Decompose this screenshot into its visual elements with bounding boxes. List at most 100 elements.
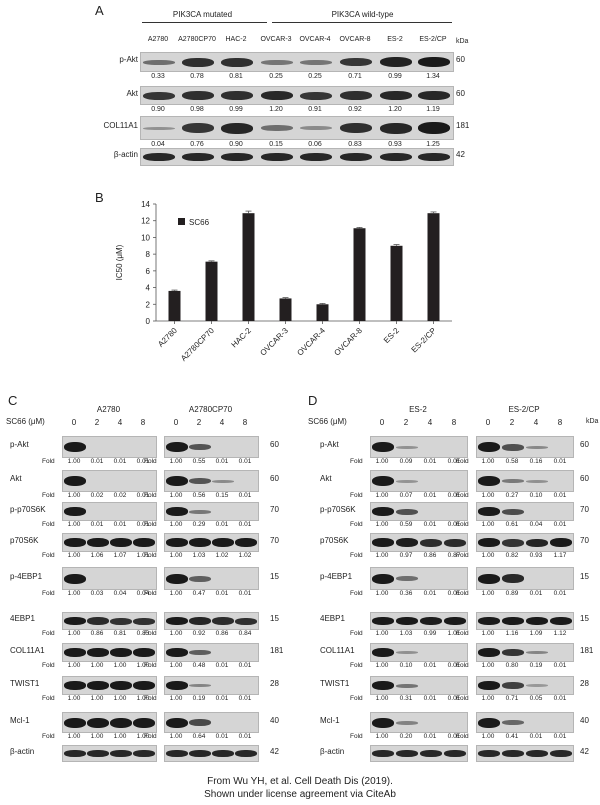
fold-label: Fold xyxy=(144,458,157,465)
blot-strip xyxy=(62,502,157,521)
protein-band xyxy=(478,573,500,584)
dose-value: 8 xyxy=(242,418,248,427)
fold-value: 0.01 xyxy=(553,733,567,740)
lane-label: ES-2/CP xyxy=(419,36,447,43)
protein-band xyxy=(261,125,293,131)
panel-c-label: C xyxy=(8,393,18,408)
row-label: COL11A1 xyxy=(10,645,45,655)
fold-label: Fold xyxy=(350,590,363,597)
fold-value: 0.61 xyxy=(505,521,519,528)
fold-value: 0.47 xyxy=(192,590,206,597)
fold-value: 1.25 xyxy=(426,141,440,148)
protein-band xyxy=(143,153,175,161)
protein-band xyxy=(396,508,418,515)
fold-value: 1.00 xyxy=(169,695,183,702)
fold-value: 0.01 xyxy=(238,662,252,669)
fold-label: Fold xyxy=(144,590,157,597)
fold-value: 1.00 xyxy=(113,695,127,702)
protein-band xyxy=(189,478,211,484)
protein-band xyxy=(526,750,548,757)
fold-value: 0.27 xyxy=(505,492,519,499)
fold-value: 0.01 xyxy=(238,492,252,499)
blot-strip xyxy=(62,676,157,695)
fold-value: 0.01 xyxy=(423,662,437,669)
fold-value: 0.84 xyxy=(238,630,252,637)
protein-band xyxy=(87,538,109,547)
fold-value: 0.01 xyxy=(215,521,229,528)
fold-value: 0.99 xyxy=(229,106,243,113)
fold-value: 0.25 xyxy=(269,73,283,80)
fold-value: 1.00 xyxy=(67,695,81,702)
blot-strip xyxy=(62,567,157,590)
fold-label: Fold xyxy=(42,552,55,559)
fold-value: 0.15 xyxy=(215,492,229,499)
fold-label: Fold xyxy=(350,492,363,499)
y-axis-label: IC50 (μM) xyxy=(115,244,124,280)
fold-value: 0.01 xyxy=(553,492,567,499)
protein-band xyxy=(550,617,572,625)
group-label: A2780 xyxy=(96,405,121,414)
protein-band xyxy=(235,750,257,757)
kda-value: 42 xyxy=(270,746,279,756)
dose-value: 0 xyxy=(379,418,385,427)
fold-value: 0.04 xyxy=(136,590,150,597)
protein-band xyxy=(87,717,109,728)
fold-value: 1.00 xyxy=(136,695,150,702)
blot-strip xyxy=(476,612,574,630)
kda-value: 28 xyxy=(580,678,589,688)
fold-label: Fold xyxy=(42,662,55,669)
protein-band xyxy=(166,538,188,547)
lane-label: OVCAR-3 xyxy=(260,36,292,43)
protein-band xyxy=(110,750,132,757)
fold-value: 0.01 xyxy=(447,733,461,740)
fold-value: 0.86 xyxy=(90,630,104,637)
protein-band xyxy=(64,648,86,657)
protein-band xyxy=(380,122,412,134)
fold-label: Fold xyxy=(144,552,157,559)
fold-value: 1.00 xyxy=(136,662,150,669)
fold-value: 1.20 xyxy=(269,106,283,113)
protein-band xyxy=(396,617,418,625)
blot-strip xyxy=(370,676,468,695)
blot-strip xyxy=(476,470,574,492)
fold-value: 0.41 xyxy=(505,733,519,740)
group-mutated-label: PIK3CA mutated xyxy=(172,10,233,19)
fold-label: Fold xyxy=(456,630,469,637)
panel-a-label: A xyxy=(95,3,104,18)
fold-label: Fold xyxy=(144,630,157,637)
fold-label: Fold xyxy=(456,662,469,669)
fold-value: 0.02 xyxy=(113,492,127,499)
protein-band xyxy=(526,445,548,449)
dose-value: 8 xyxy=(557,418,563,427)
protein-band xyxy=(372,507,394,516)
kda-value: 40 xyxy=(580,715,589,725)
protein-band xyxy=(550,750,572,757)
protein-band xyxy=(261,91,293,100)
fold-value: 0.90 xyxy=(151,106,165,113)
protein-band xyxy=(340,123,372,133)
row-label: β-actin xyxy=(320,746,345,756)
protein-band xyxy=(418,122,450,134)
fold-value: 0.01 xyxy=(238,733,252,740)
row-label: COL11A1 xyxy=(320,645,355,655)
protein-band xyxy=(478,507,500,516)
fold-label: Fold xyxy=(456,458,469,465)
dose-value: 2 xyxy=(403,418,409,427)
protein-band xyxy=(396,750,418,757)
protein-band xyxy=(212,617,234,625)
protein-band xyxy=(478,750,500,757)
protein-band xyxy=(189,509,211,514)
fold-value: 1.09 xyxy=(529,630,543,637)
protein-band xyxy=(372,750,394,757)
kda-header: kDa xyxy=(586,418,599,425)
protein-band xyxy=(396,479,418,483)
fold-value: 0.04 xyxy=(113,590,127,597)
protein-band xyxy=(64,573,86,584)
fold-label: Fold xyxy=(456,695,469,702)
fold-value: 1.00 xyxy=(375,733,389,740)
kda-value: 70 xyxy=(270,504,279,514)
row-label: p-4EBP1 xyxy=(320,571,353,581)
fold-value: 0.93 xyxy=(388,141,402,148)
protein-band xyxy=(372,717,394,728)
